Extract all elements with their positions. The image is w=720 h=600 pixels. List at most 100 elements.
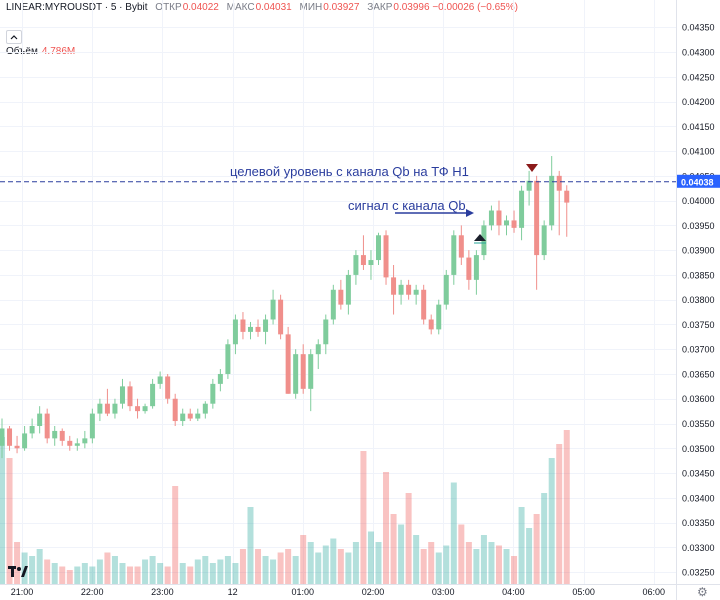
volume-bar: [390, 514, 397, 584]
price-tick-label: 0.03900: [682, 246, 715, 256]
time-tick-label: 21:00: [11, 587, 34, 597]
candle-body: [89, 413, 95, 439]
candle-body: [504, 220, 510, 226]
time-tick-label: 22:00: [81, 587, 104, 597]
price-tag-box: [677, 174, 720, 188]
candle-body: [135, 406, 141, 412]
price-tick-label: 0.03850: [682, 270, 715, 280]
candle-body: [436, 304, 442, 330]
volume-value: 4.786M: [41, 46, 76, 57]
candle-body: [202, 403, 208, 414]
candle-body: [225, 344, 231, 374]
candle-body: [240, 319, 246, 332]
volume-bar: [209, 563, 216, 584]
time-axis[interactable]: 21:00 22:00 23:00 12 01:00 02:00 03:00 04:00 05:…: [11, 587, 665, 597]
candle-body: [526, 180, 532, 191]
price-tick-label: 0.03350: [682, 518, 715, 528]
candle-body: [180, 413, 186, 422]
volume-bar: [262, 556, 269, 584]
signal-arrow-head: [466, 209, 474, 217]
sell-signal-marker: [526, 164, 538, 172]
volume-bar: [232, 563, 239, 584]
volume-bar: [473, 549, 480, 584]
volume-bar: [285, 549, 292, 584]
volume-bar: [330, 538, 337, 584]
volume-bar: [29, 556, 36, 584]
volume-bar: [44, 559, 51, 584]
collapse-legend-button[interactable]: [6, 30, 22, 44]
price-tick-label: 0.04250: [682, 72, 715, 82]
volume-bar: [315, 552, 322, 584]
candle-body: [119, 386, 125, 404]
candle-body: [59, 430, 65, 441]
chart-legend: LINEAR:MYROUSDT · 5 · Bybit ОТКР0.04022 …: [6, 2, 518, 13]
candle-body: [300, 354, 306, 389]
time-tick-label: 23:00: [151, 587, 174, 597]
candle-body: [82, 438, 88, 444]
volume-bar: [511, 556, 518, 584]
time-tick-label: 01:00: [292, 587, 315, 597]
candle-body: [496, 210, 502, 226]
volume-label[interactable]: Объём: [6, 46, 38, 57]
candle-body: [511, 220, 517, 228]
volume-bar: [458, 524, 465, 584]
candle-body: [29, 425, 35, 434]
candle-body: [142, 406, 148, 412]
volume-bar: [239, 549, 246, 584]
candle-body: [338, 289, 344, 305]
volume-bar: [14, 542, 21, 584]
candle-body: [376, 235, 381, 261]
volume-bar: [526, 528, 533, 584]
price-tick-label: 0.03500: [682, 444, 715, 454]
candle-body: [488, 210, 494, 226]
price-tick-label: 0.04000: [682, 196, 715, 206]
candle-body: [360, 255, 366, 266]
volume-bar: [518, 507, 525, 584]
chevron-up-icon: [10, 35, 18, 40]
candle-body: [210, 383, 216, 404]
price-tick-label: 0.03450: [682, 469, 715, 479]
volume-bar: [345, 552, 352, 584]
volume-bar: [119, 563, 126, 584]
candles: [0, 156, 570, 459]
price-tick-label: 0.03300: [682, 543, 715, 553]
candle-body: [285, 334, 291, 394]
volume-bar: [405, 493, 412, 584]
price-tick-label: 0.04100: [682, 147, 715, 157]
volume-bar: [51, 563, 58, 584]
volume-bar: [164, 566, 171, 584]
volume-bar: [548, 458, 555, 584]
candle-body: [74, 443, 80, 446]
candle-body: [97, 403, 103, 414]
volume-bar: [322, 545, 329, 584]
volume-bar: [443, 545, 450, 584]
price-axis[interactable]: 0.04350 0.04300 0.04250 0.04200 0.04150 0.041…: [682, 23, 715, 578]
volume-bar: [179, 563, 186, 584]
gear-icon[interactable]: ⚙: [697, 585, 708, 599]
volume-bar: [375, 542, 382, 584]
volume-bar: [96, 559, 103, 584]
symbol-label[interactable]: LINEAR:MYROUSDT · 5 · Bybit: [6, 2, 148, 13]
candle-body: [293, 354, 299, 394]
volume-legend: Объём 4.786M: [6, 46, 75, 57]
volume-bar: [224, 556, 231, 584]
time-tick-label: 06:00: [643, 587, 666, 597]
volume-bar: [0, 437, 5, 584]
candle-body: [421, 289, 427, 320]
candle-body: [150, 383, 156, 407]
candle-body: [368, 260, 374, 266]
candle-body: [473, 255, 479, 280]
candle-body: [7, 428, 13, 446]
candle-body: [247, 326, 253, 332]
volume-bars: [0, 430, 570, 584]
volume-bar: [292, 556, 299, 584]
candle-body: [383, 235, 389, 278]
target-level-annotation: целевой уровень с канала Qb на ТФ Н1: [230, 164, 469, 179]
candle-body: [406, 284, 412, 295]
candle-body: [466, 257, 472, 280]
candle-body: [127, 386, 133, 407]
candle-body: [52, 430, 58, 439]
candle-body: [534, 180, 540, 256]
candle-body: [67, 440, 73, 446]
